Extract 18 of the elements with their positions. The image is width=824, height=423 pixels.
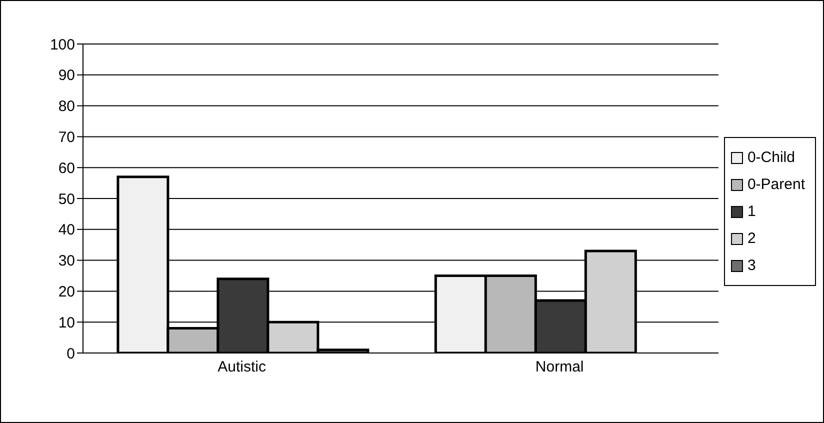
y-tick-label: 40 bbox=[58, 222, 75, 239]
y-tick-label: 0 bbox=[66, 345, 75, 362]
legend-label: 0-Child bbox=[747, 149, 795, 166]
y-tick-label: 10 bbox=[58, 314, 75, 332]
legend-label: 3 bbox=[747, 257, 756, 274]
y-tick-label: 30 bbox=[58, 252, 75, 270]
x-tick-label: Autistic bbox=[218, 358, 267, 376]
legend-label: 2 bbox=[747, 230, 756, 247]
y-tick-label: 60 bbox=[58, 160, 75, 177]
x-tick-label: Normal bbox=[535, 358, 584, 376]
y-tick-label: 50 bbox=[58, 190, 75, 208]
y-tick-label: 100 bbox=[50, 36, 75, 54]
legend-label: 1 bbox=[747, 203, 756, 220]
y-tick-label: 70 bbox=[58, 129, 75, 146]
y-tick-label: 20 bbox=[58, 284, 75, 301]
legend-label: 0-Parent bbox=[747, 176, 805, 193]
y-tick-label: 90 bbox=[58, 67, 75, 84]
y-tick-label: 80 bbox=[58, 98, 75, 116]
